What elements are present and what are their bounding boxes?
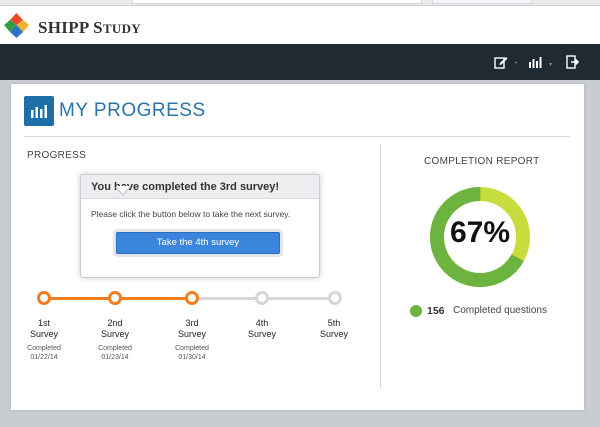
- nav-separator: •: [515, 61, 518, 67]
- timeline-node-2: [108, 291, 122, 305]
- completion-report-label: COMPLETION REPORT: [424, 156, 540, 167]
- completed-count: 156: [427, 305, 445, 317]
- divider: [24, 136, 570, 137]
- brand-name: SHIPP STUDY: [38, 18, 141, 37]
- nav-separator: ▾: [549, 62, 553, 68]
- logout-icon[interactable]: [566, 55, 580, 69]
- step-label-3: 3rd Survey: [177, 318, 206, 339]
- legend-dot: [410, 305, 422, 317]
- take-next-survey-button[interactable]: Take the 4th survey: [116, 232, 280, 254]
- timeline-node-5: [328, 291, 342, 305]
- step-date-3: Completed 01/30/14: [175, 345, 209, 361]
- progress-card: MY PROGRESS PROGRESS COMPLETION REPORT 1…: [11, 84, 584, 410]
- browser-tab[interactable]: [432, 0, 532, 4]
- step-date-1: Completed 01/22/14: [27, 345, 61, 361]
- app-header: SHIPP STUDY: [0, 6, 600, 44]
- edit-icon[interactable]: [494, 55, 508, 69]
- step-date-2: Completed 01/23/14: [98, 345, 132, 361]
- page-title: MY PROGRESS: [59, 100, 206, 121]
- popup-title: You have completed the 3rd survey!: [91, 181, 280, 193]
- address-bar[interactable]: [132, 0, 422, 4]
- bar-chart-icon[interactable]: [528, 55, 542, 69]
- step-label-5: 5th Survey: [319, 318, 348, 339]
- survey-complete-popup: You have completed the 3rd survey! Pleas…: [80, 174, 320, 278]
- browser-chrome: [0, 0, 600, 6]
- column-divider: [380, 144, 381, 388]
- step-label-2: 2nd Survey: [100, 318, 129, 339]
- popup-message: Please click the button below to take th…: [91, 209, 291, 219]
- step-label-1: 1st Survey: [29, 318, 58, 339]
- completion-donut-chart: [430, 187, 530, 287]
- step-label-4: 4th Survey: [247, 318, 276, 339]
- progress-title-icon: [24, 96, 54, 126]
- timeline-node-4: [255, 291, 269, 305]
- top-navbar: • ▾: [0, 44, 600, 80]
- timeline-node-3: [185, 291, 199, 305]
- progress-section-label: PROGRESS: [27, 150, 87, 161]
- timeline-node-1: [37, 291, 51, 305]
- completion-percent: 67%: [449, 216, 511, 249]
- completed-label: Completed questions: [453, 305, 547, 316]
- popup-pointer-inner: [116, 186, 130, 194]
- logo-icon: [4, 13, 29, 38]
